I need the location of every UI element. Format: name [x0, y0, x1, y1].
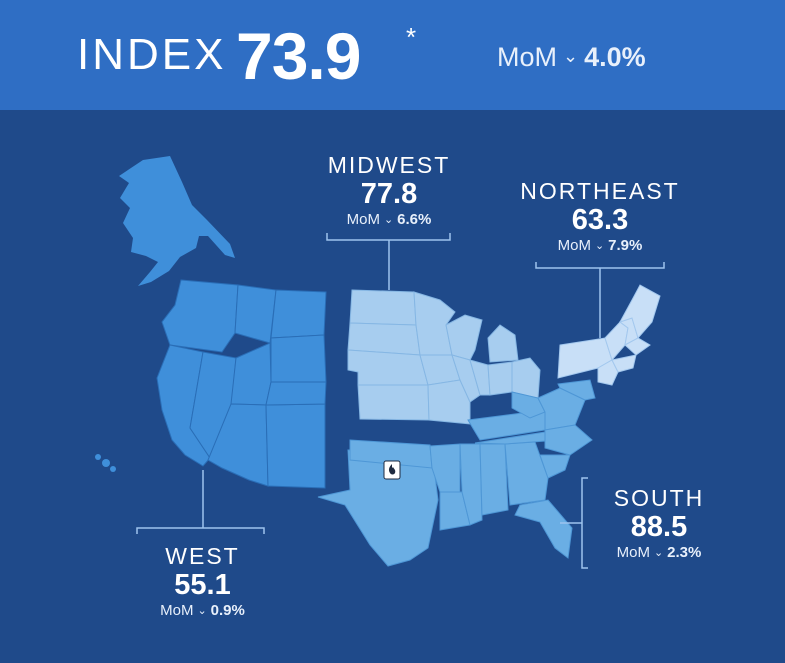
region-value: 88.5 [630, 511, 688, 543]
region-mom-value: 6.6% [397, 211, 432, 228]
region-mom: MoM ⌄ 7.9% [508, 236, 692, 257]
region-label-west: WEST 55.1 MoM ⌄ 0.9% [125, 543, 280, 622]
chevron-down-icon: ⌄ [594, 240, 605, 252]
index-asterisk: * [406, 22, 417, 52]
chevron-down-icon: ⌄ [383, 214, 394, 226]
northeast-leader [535, 262, 665, 338]
region-west-map [156, 279, 327, 489]
us-map [95, 156, 665, 569]
region-label-south: SOUTH 88.5 MoM ⌄ 2.3% [594, 485, 724, 564]
header-mom: MoM ⌄ 4.0% [497, 42, 646, 73]
header-bar: INDEX 73.9 * MoM ⌄ 4.0% [0, 0, 785, 110]
region-mom-label: MoM [160, 602, 194, 619]
chevron-down-icon: ⌄ [563, 46, 579, 66]
region-northeast-map [557, 284, 661, 386]
region-mom-label: MoM [616, 544, 650, 561]
region-name: MIDWEST [327, 152, 451, 178]
index-label: INDEX [77, 30, 227, 79]
region-mom-label: MoM [557, 237, 591, 254]
region-mom-value: 0.9% [210, 602, 245, 619]
region-value: 55.1 [174, 569, 231, 601]
flame-logo-icon [383, 460, 401, 480]
region-mom: MoM ⌄ 0.9% [125, 601, 280, 622]
region-name: WEST [165, 543, 240, 569]
west-leader [136, 470, 265, 534]
chevron-down-icon: ⌄ [197, 605, 207, 617]
region-mom: MoM ⌄ 6.6% [307, 210, 471, 231]
region-value: 77.8 [360, 178, 418, 210]
region-label-northeast: NORTHEAST 63.3 MoM ⌄ 7.9% [508, 178, 692, 257]
region-label-midwest: MIDWEST 77.8 MoM ⌄ 6.6% [307, 152, 471, 231]
region-midwest-map [347, 289, 541, 425]
state-alaska [119, 156, 235, 286]
chevron-down-icon: ⌄ [653, 547, 664, 559]
region-mom-value: 2.3% [667, 544, 702, 561]
region-name: SOUTH [613, 485, 705, 511]
midwest-leader [326, 233, 451, 290]
region-mom-label: MoM [346, 211, 380, 228]
region-value: 63.3 [571, 204, 629, 236]
header-mom-value: 4.0% [584, 42, 646, 72]
index-value: 73.9 [236, 19, 361, 93]
state-hawaii [95, 454, 116, 472]
region-mom-value: 7.9% [608, 237, 643, 254]
header-mom-label: MoM [497, 42, 557, 72]
region-name: NORTHEAST [520, 178, 680, 204]
south-leader [560, 477, 588, 569]
leader-lines [136, 233, 665, 569]
region-south-map [317, 379, 596, 567]
region-mom: MoM ⌄ 2.3% [594, 543, 724, 564]
